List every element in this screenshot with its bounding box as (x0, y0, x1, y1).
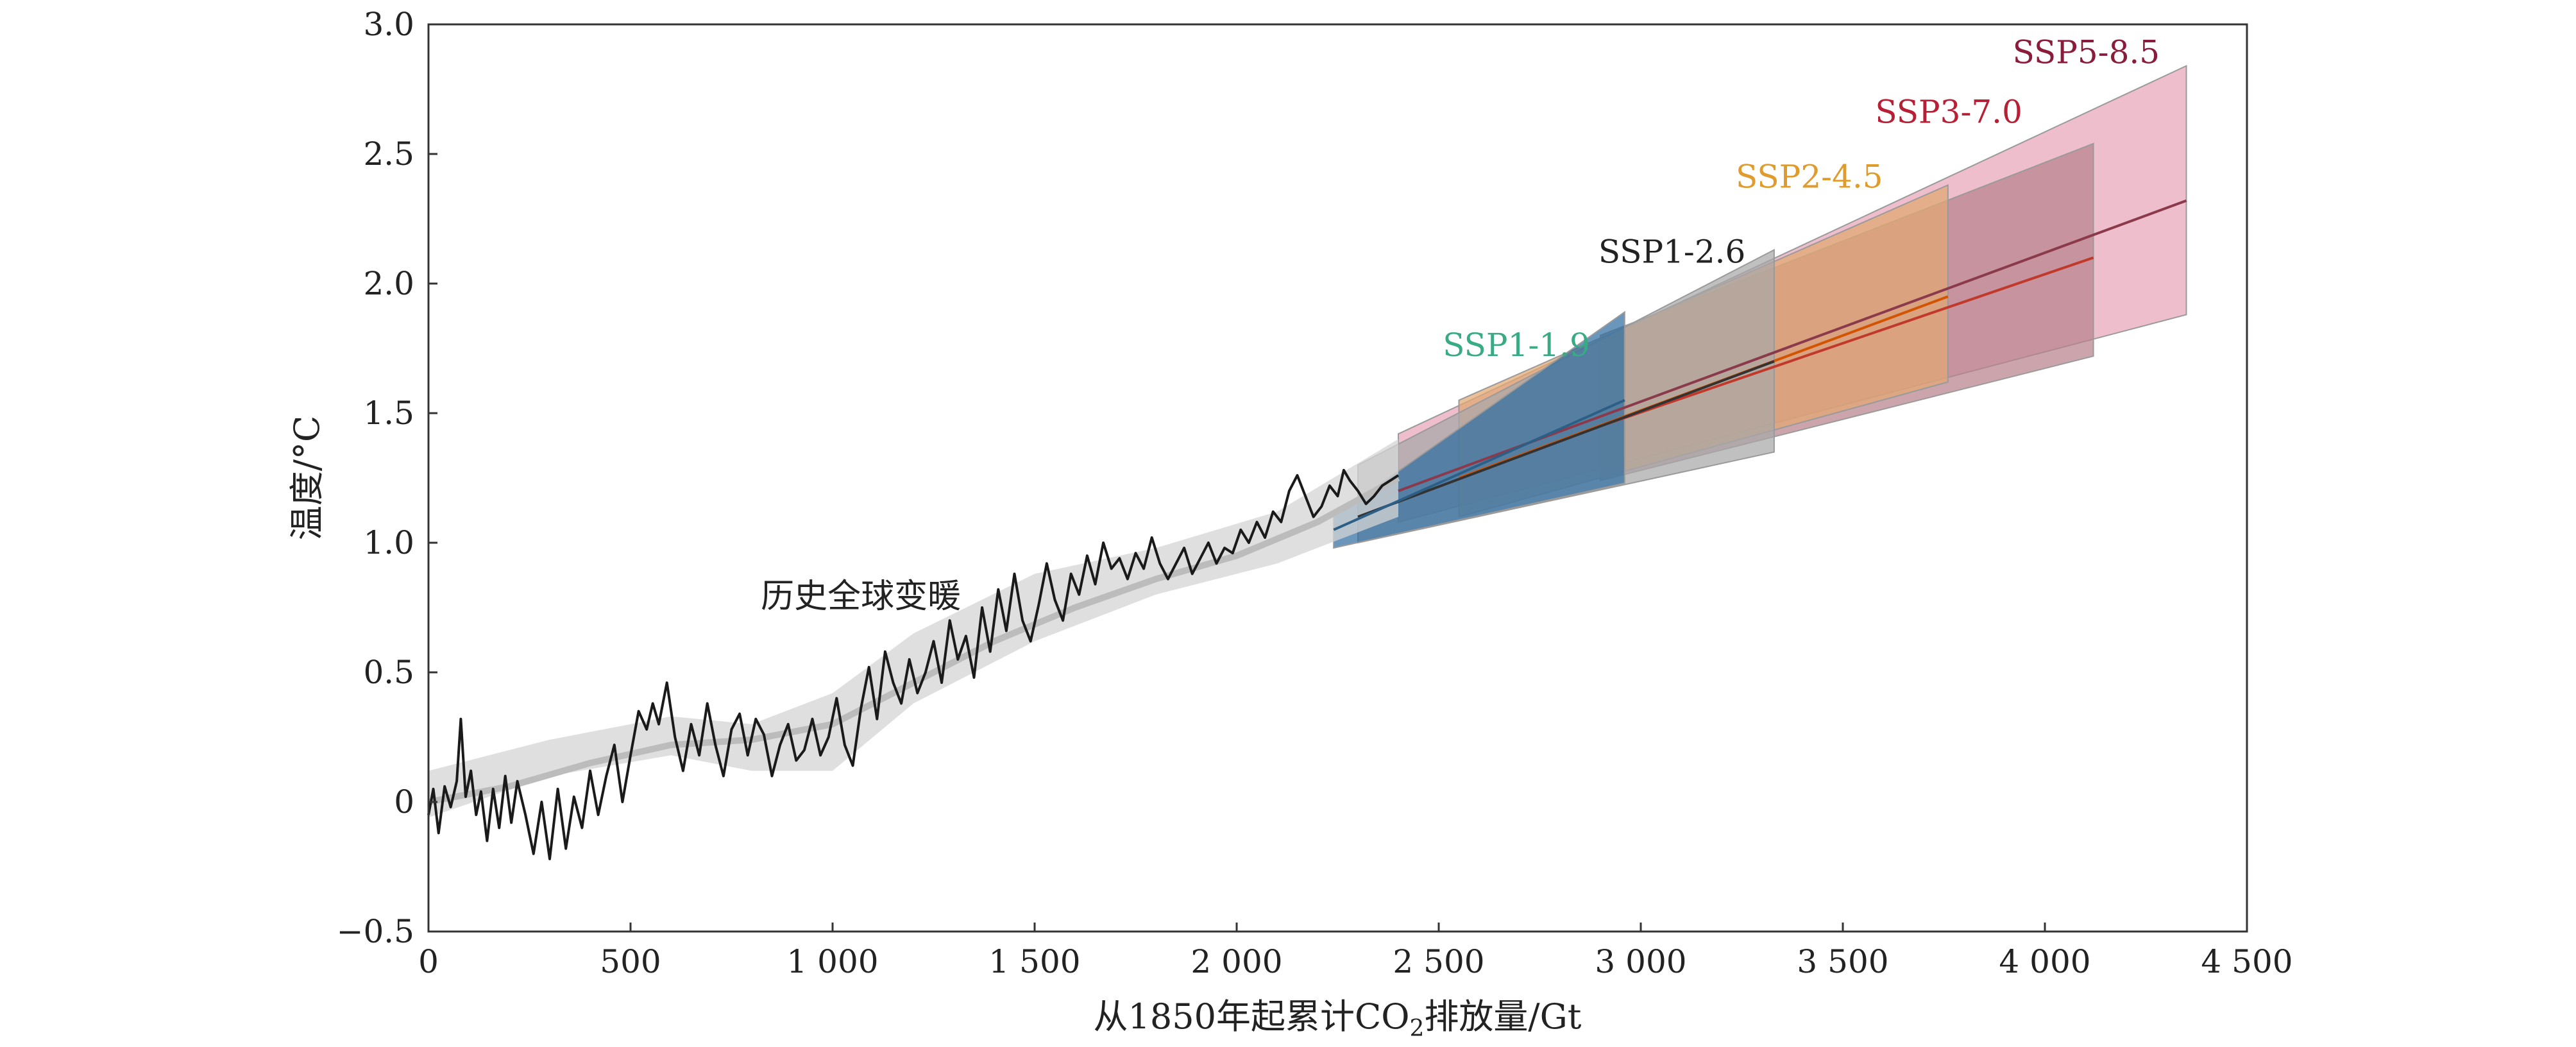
scenario-bands (1333, 65, 2187, 549)
x-axis-title-subscript: 2 (1410, 1016, 1425, 1042)
y-tick-label: 1.5 (363, 395, 414, 432)
label-ssp5-8-5: SSP5-8.5 (2013, 34, 2160, 71)
x-tick-label: 1 000 (786, 943, 878, 980)
x-tick-label: 0 (418, 943, 439, 980)
label-ssp1-1-9: SSP1-1.9 (1443, 327, 1590, 364)
x-tick-label: 3 000 (1595, 943, 1686, 980)
scenario-central-lines (1333, 199, 2187, 531)
label-ssp3-7-0: SSP3-7.0 (1875, 94, 2022, 131)
historical-warming-line (427, 468, 1400, 860)
x-tick-label: 4 000 (1999, 943, 2090, 980)
x-axis-ticks: 0 500 1 000 1 500 2 000 2 500 3 000 3 500 4 000 4… (418, 923, 2293, 980)
historical-series (427, 439, 1400, 860)
x-tick-label: 2 000 (1191, 943, 1282, 980)
historical-uncertainty-band (428, 439, 1398, 818)
x-tick-label: 4 500 (2201, 943, 2292, 980)
x-axis-title-tail: 排放量/Gt (1424, 996, 1581, 1037)
central-line-ssp3-7-0 (1600, 256, 2094, 428)
label-ssp1-2-6: SSP1-2.6 (1598, 234, 1746, 271)
x-tick-label: 500 (600, 943, 661, 980)
central-line-ssp1-1-9 (1333, 398, 1625, 531)
central-line-ssp1-2-6 (1357, 360, 1775, 518)
y-tick-label: 0 (394, 783, 414, 821)
scenario-labels: SSP5-8.5 SSP3-7.0 SSP2-4.5 SSP1-2.6 SSP1-1.9 (1443, 34, 2160, 364)
x-axis-title: 从1850年起累计CO2排放量/Gt (1094, 996, 1582, 1042)
y-axis-ticks: −0.5 0 0.5 1.0 1.5 2.0 2.5 3.0 (337, 6, 437, 950)
historical-warming-label: 历史全球变暖 (761, 577, 961, 616)
y-tick-label: 3.0 (363, 6, 414, 43)
x-tick-label: 1 500 (988, 943, 1080, 980)
y-tick-label: 0.5 (363, 654, 414, 691)
x-axis-title-main: 从1850年起累计CO (1094, 996, 1410, 1037)
y-tick-label: 1.0 (363, 524, 414, 561)
y-axis-title: 温度/°C (287, 416, 327, 541)
annotations: 历史全球变暖 (761, 577, 961, 616)
x-tick-label: 2 500 (1393, 943, 1484, 980)
historical-smoothed-line (428, 475, 1400, 805)
plot-frame (427, 23, 2248, 933)
y-tick-label: 2.5 (363, 135, 414, 173)
x-tick-label: 3 500 (1797, 943, 1888, 980)
label-ssp2-4-5: SSP2-4.5 (1736, 158, 1883, 196)
y-tick-label: 2.0 (363, 265, 414, 302)
y-tick-label: −0.5 (337, 913, 414, 950)
